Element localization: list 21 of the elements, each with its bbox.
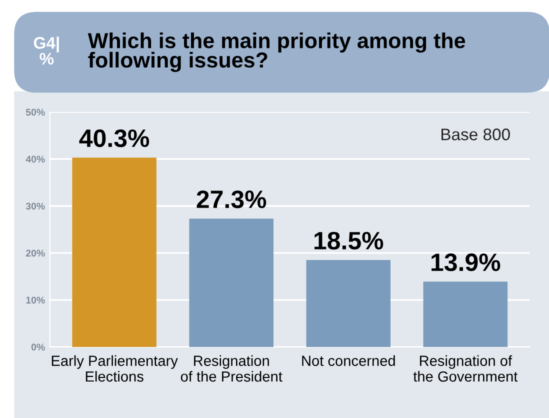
bar xyxy=(189,218,274,347)
bar xyxy=(423,282,508,347)
chart-title: Which is the main priority among the following issues? xyxy=(88,32,466,72)
y-tick-label: 20% xyxy=(26,250,45,257)
bar xyxy=(306,260,391,347)
data-label: 13.9% xyxy=(432,253,500,272)
y-tick-label: 10% xyxy=(26,296,45,304)
x-tick-label: Resignation of the Government xyxy=(413,355,518,382)
x-tick-label: Early Parliementary Elections xyxy=(52,355,178,382)
data-label: 27.3% xyxy=(196,190,266,208)
text: G4| % xyxy=(34,36,59,65)
data-label: 18.5% xyxy=(314,232,384,250)
x-tick-label: Resignation of the President xyxy=(180,355,282,382)
annotation: Base 800 xyxy=(442,128,510,140)
bar xyxy=(72,158,156,347)
data-label: 40.3% xyxy=(79,129,150,148)
y-tick-label: 40% xyxy=(26,156,45,163)
x-tick-label: Not concerned xyxy=(302,355,395,366)
y-tick-label: 30% xyxy=(26,202,45,210)
y-tick-label: 50% xyxy=(26,108,45,116)
y-tick-label: 0% xyxy=(31,344,45,351)
